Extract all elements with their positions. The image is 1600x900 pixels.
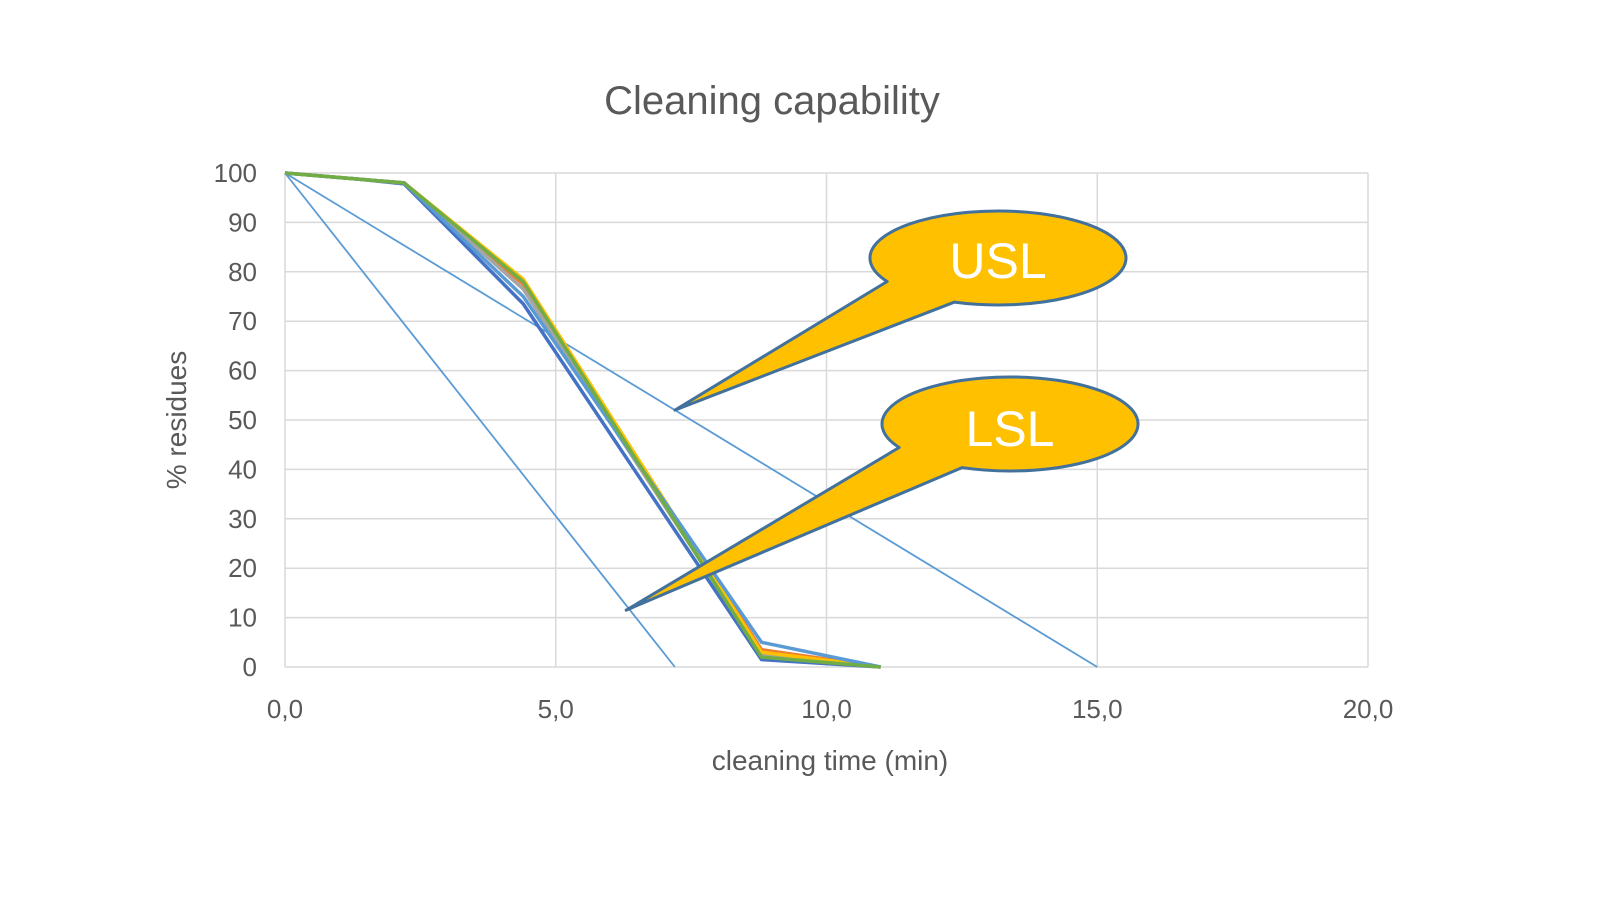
y-tick-label: 100 [214, 158, 257, 188]
y-tick-label: 30 [228, 504, 257, 534]
usl-callout: USL [673, 209, 1128, 412]
callouts: USL LSL [624, 209, 1140, 612]
y-tick-label: 10 [228, 603, 257, 633]
y-tick-label: 80 [228, 257, 257, 287]
gridlines [284, 172, 1369, 668]
x-axis-title: cleaning time (min) [712, 745, 949, 776]
y-tick-label: 20 [228, 553, 257, 583]
chart-title: Cleaning capability [604, 79, 940, 123]
x-tick-labels: 0,0 5,0 10,0 15,0 20,0 [267, 694, 1393, 724]
x-tick-label: 5,0 [538, 694, 574, 724]
series-line-6 [284, 171, 881, 669]
y-tick-label: 40 [228, 454, 257, 484]
lsl-callout-shape [624, 375, 1140, 612]
lsl-callout-label: LSL [966, 401, 1055, 457]
x-tick-label: 15,0 [1072, 694, 1123, 724]
y-tick-label: 90 [228, 207, 257, 237]
data-series [284, 171, 882, 669]
x-tick-label: 0,0 [267, 694, 303, 724]
y-tick-label: 50 [228, 405, 257, 435]
y-tick-label: 60 [228, 356, 257, 386]
lsl-callout: LSL [624, 375, 1140, 612]
x-tick-label: 10,0 [801, 694, 852, 724]
y-tick-label: 70 [228, 306, 257, 336]
usl-callout-label: USL [949, 233, 1046, 289]
y-tick-labels: 0 10 20 30 40 50 60 70 80 90 100 [214, 158, 257, 682]
y-tick-label: 0 [243, 652, 257, 682]
lsl-line [284, 172, 676, 668]
usl-callout-shape [673, 209, 1128, 412]
reference-lines [284, 172, 1098, 668]
y-axis-title: % residues [161, 351, 192, 490]
x-tick-label: 20,0 [1343, 694, 1394, 724]
usl-line [284, 172, 1098, 668]
